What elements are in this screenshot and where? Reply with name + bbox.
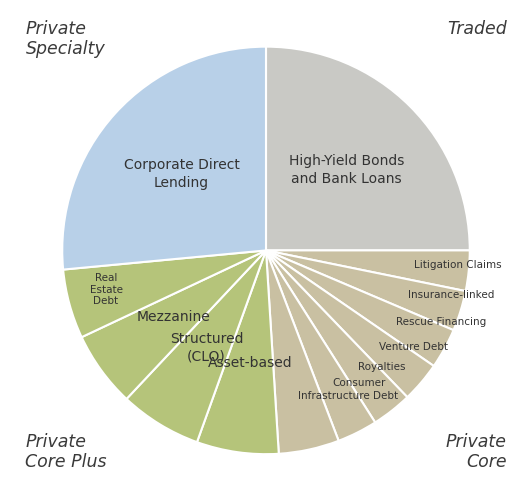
Text: Consumer: Consumer <box>332 379 386 388</box>
Wedge shape <box>266 250 466 330</box>
Text: Corporate Direct
Lending: Corporate Direct Lending <box>123 158 239 190</box>
Wedge shape <box>127 250 266 442</box>
Text: Insurance-linked: Insurance-linked <box>408 290 494 300</box>
Text: Traded: Traded <box>447 20 506 38</box>
Wedge shape <box>266 47 470 250</box>
Wedge shape <box>266 250 434 397</box>
Text: Structured
(CLO): Structured (CLO) <box>170 332 243 364</box>
Text: Private
Specialty: Private Specialty <box>26 20 105 58</box>
Wedge shape <box>63 250 266 337</box>
Wedge shape <box>266 250 470 291</box>
Wedge shape <box>62 47 266 270</box>
Text: Royalties: Royalties <box>358 362 405 372</box>
Text: Mezzanine: Mezzanine <box>137 310 211 325</box>
Wedge shape <box>266 250 339 454</box>
Text: Litigation Claims: Litigation Claims <box>414 260 502 271</box>
Text: Asset-based: Asset-based <box>207 356 292 370</box>
Text: Infrastructure Debt: Infrastructure Debt <box>297 391 397 401</box>
Text: High-Yield Bonds
and Bank Loans: High-Yield Bonds and Bank Loans <box>289 154 404 186</box>
Text: Real
Estate
Debt: Real Estate Debt <box>89 273 122 306</box>
Wedge shape <box>81 250 266 399</box>
Text: Private
Core Plus: Private Core Plus <box>26 433 107 471</box>
Wedge shape <box>266 250 453 366</box>
Wedge shape <box>266 250 408 422</box>
Wedge shape <box>197 250 279 454</box>
Text: Venture Debt: Venture Debt <box>379 342 448 352</box>
Text: Private
Core: Private Core <box>446 433 506 471</box>
Text: Rescue Financing: Rescue Financing <box>396 317 487 327</box>
Wedge shape <box>266 250 375 441</box>
